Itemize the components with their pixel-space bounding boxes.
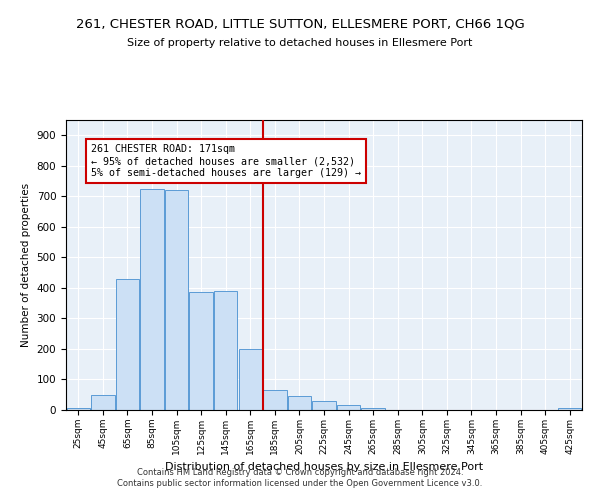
Bar [140,188,164,410]
Bar [263,390,287,410]
Bar [337,406,360,410]
Bar [116,278,139,410]
Text: 261, CHESTER ROAD, LITTLE SUTTON, ELLESMERE PORT, CH66 1QG: 261, CHESTER ROAD, LITTLE SUTTON, ELLESM… [76,18,524,30]
Bar [190,292,213,410]
X-axis label: Distribution of detached houses by size in Ellesmere Port: Distribution of detached houses by size … [165,462,483,472]
Y-axis label: Number of detached properties: Number of detached properties [21,183,31,347]
Bar [558,408,581,410]
Bar [288,396,311,410]
Bar [239,349,262,410]
Bar [91,394,115,410]
Text: 261 CHESTER ROAD: 171sqm
← 95% of detached houses are smaller (2,532)
5% of semi: 261 CHESTER ROAD: 171sqm ← 95% of detach… [91,144,361,178]
Bar [67,408,90,410]
Text: Size of property relative to detached houses in Ellesmere Port: Size of property relative to detached ho… [127,38,473,48]
Text: Contains HM Land Registry data © Crown copyright and database right 2024.
Contai: Contains HM Land Registry data © Crown c… [118,468,482,487]
Bar [165,190,188,410]
Bar [214,291,238,410]
Bar [361,408,385,410]
Bar [313,401,335,410]
